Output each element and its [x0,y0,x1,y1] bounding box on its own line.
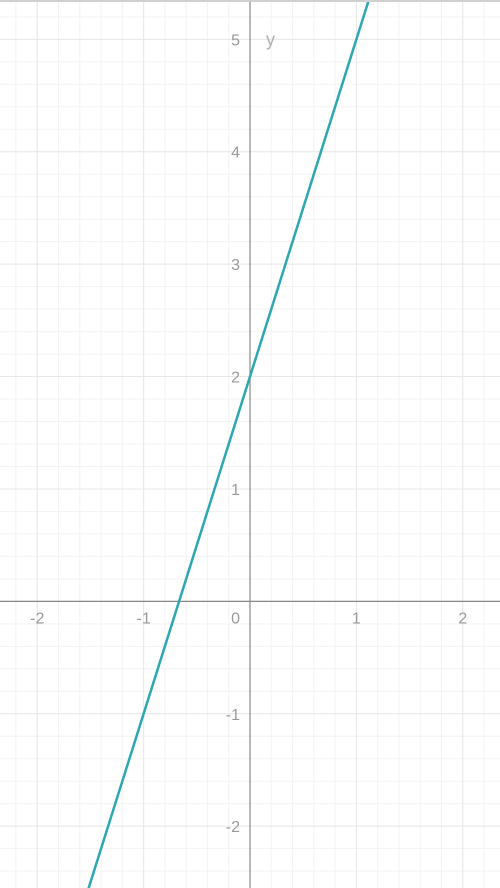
y-tick-label: 4 [231,145,240,162]
y-tick-label: 5 [231,32,240,49]
x-tick-label: 2 [458,610,467,627]
line-chart: -2 -1 1 2 -2 -1 1 2 3 4 5 0 y [0,0,500,888]
chart-canvas: -2 -1 1 2 -2 -1 1 2 3 4 5 0 y [0,0,500,888]
y-tick-label: 2 [231,370,240,387]
y-tick-label: 3 [231,257,240,274]
y-tick-label: -2 [226,819,240,836]
x-tick-label: -2 [30,610,44,627]
y-tick-label: -1 [226,707,240,724]
y-tick-label: 1 [231,482,240,499]
x-tick-label: -1 [136,610,150,627]
x-tick-label: 1 [352,610,361,627]
origin-label: 0 [231,610,240,627]
y-axis-label: y [266,29,275,49]
